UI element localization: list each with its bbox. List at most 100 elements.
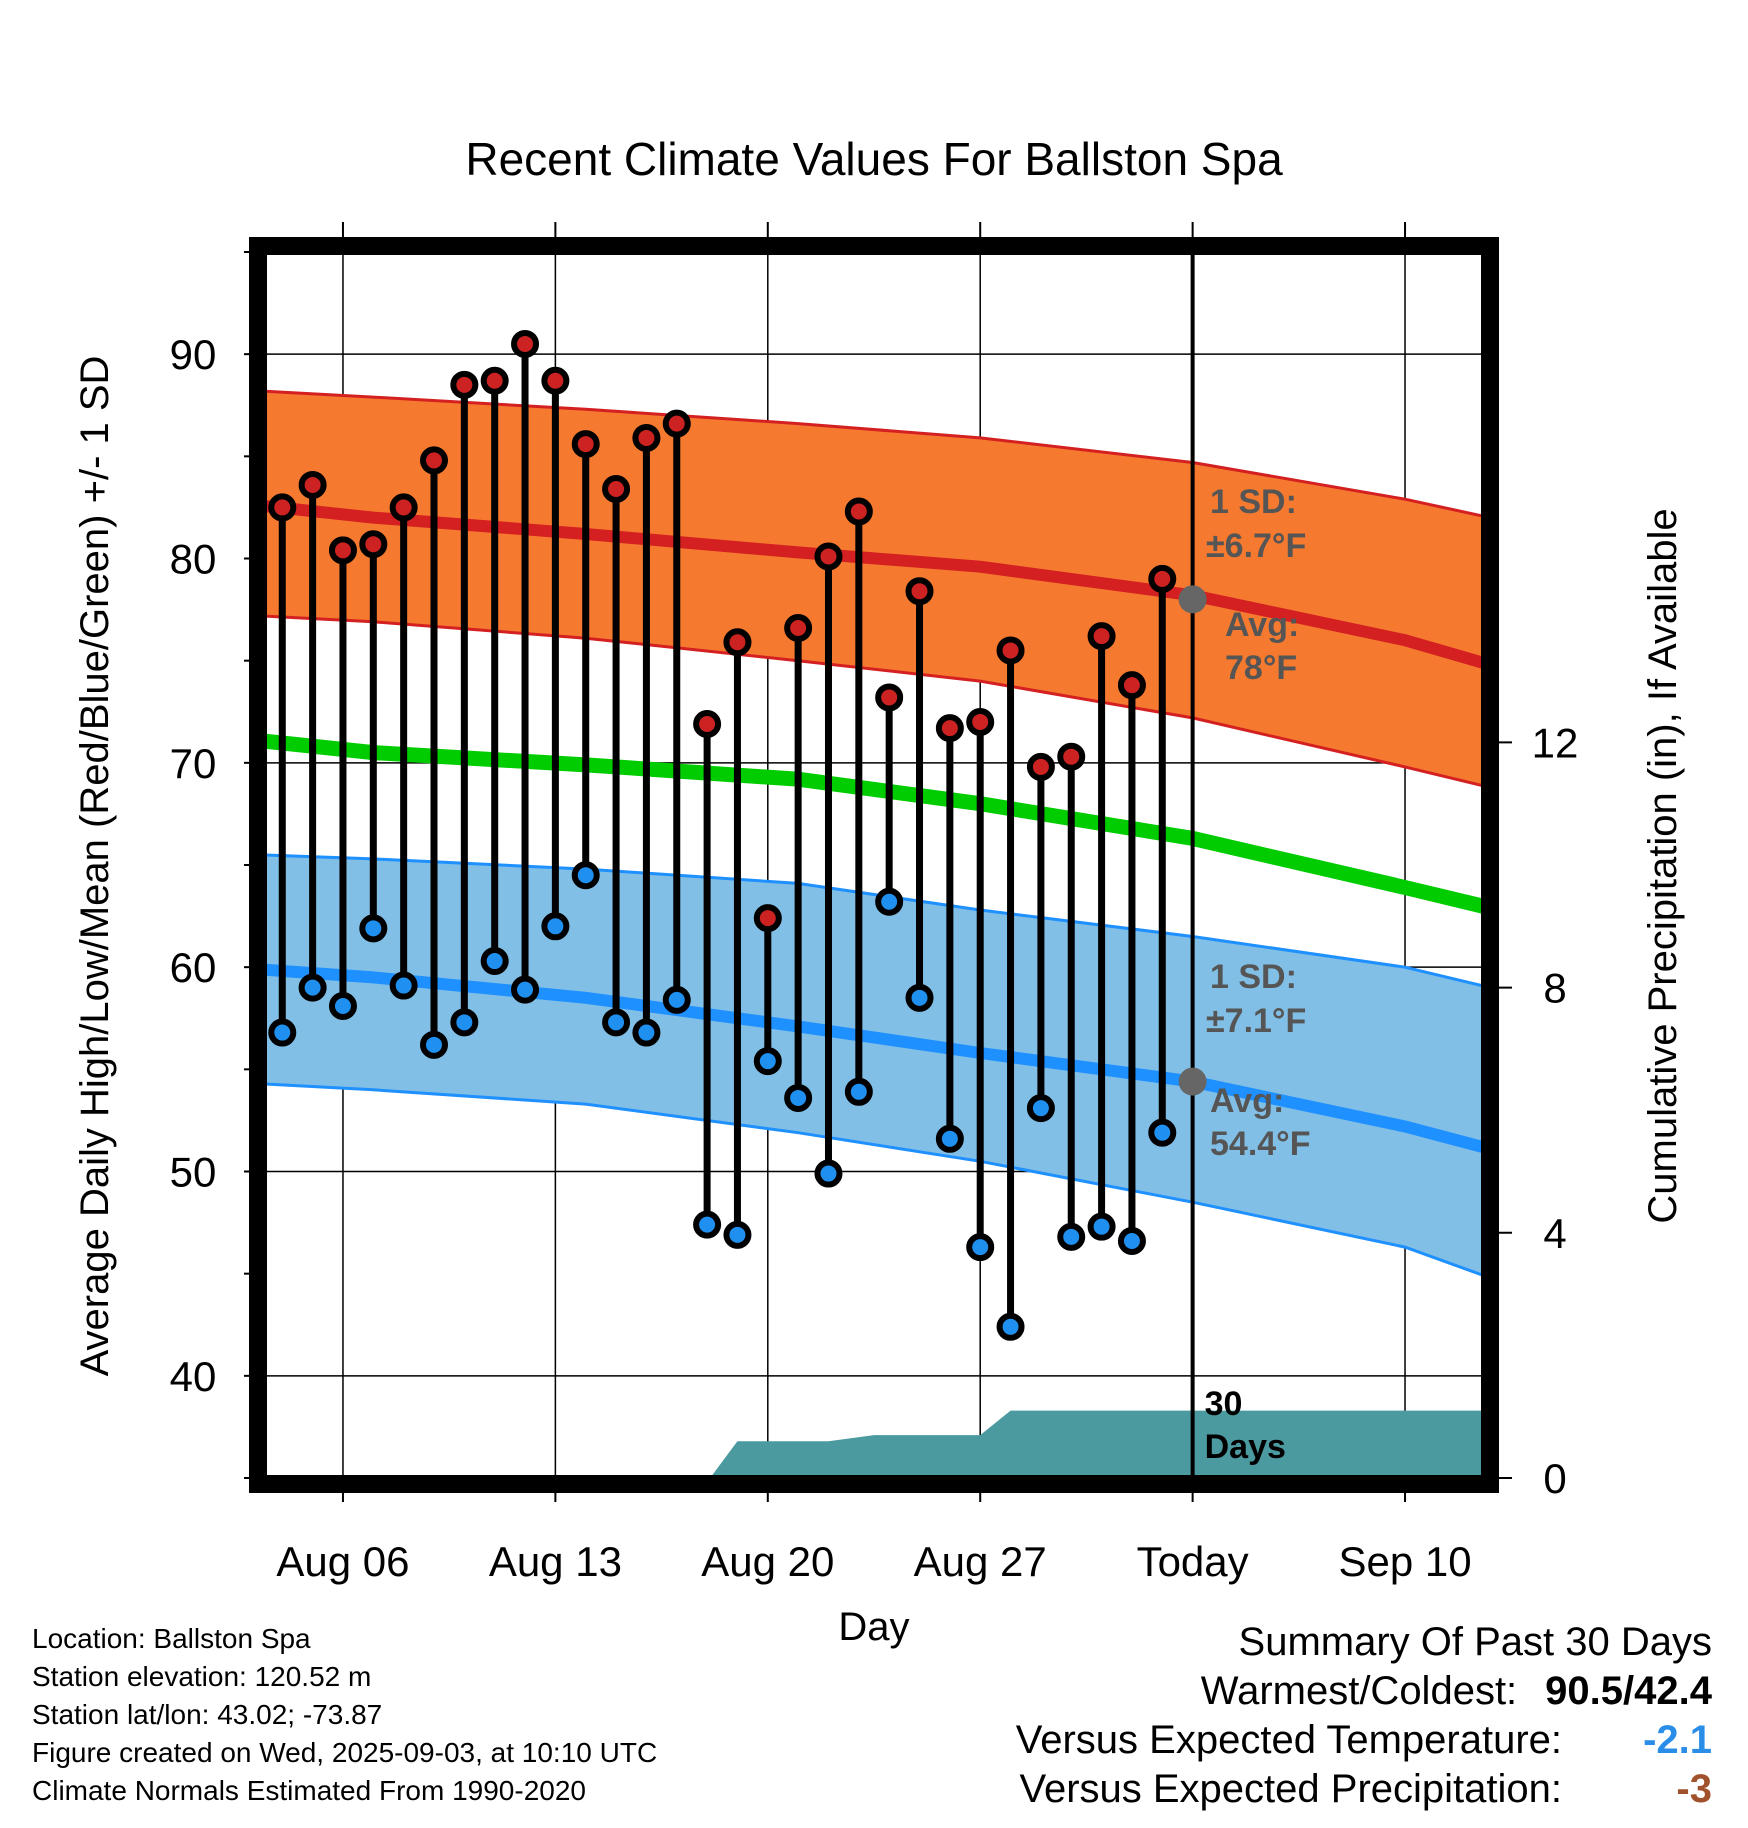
obs-high-dot [602,475,631,504]
created-text: Figure created on Wed, 2025-09-03, at 10… [32,1737,658,1768]
obs-high-dot [328,536,357,565]
y2-tick-label: 4 [1543,1210,1566,1257]
obs-low-dot [1057,1222,1086,1251]
precip-area [258,1410,1490,1478]
y-tick-label: 60 [170,944,217,991]
obs-high-dot [844,497,873,526]
summary-panel: Summary Of Past 30 Days Warmest/Coldest:… [1016,1618,1712,1814]
x-tick-label: Aug 06 [276,1538,409,1585]
obs-low-dot [602,1008,631,1037]
obs-high-dot [1117,671,1146,700]
y-tick-label: 90 [170,331,217,378]
obs-low-dot [905,983,934,1012]
obs-high-dot [359,530,388,559]
obs-high-dot [511,329,540,358]
high-band-lower-edge [258,614,1490,789]
obs-low-dot [784,1083,813,1112]
high-avg-label: Avg: [1225,606,1299,644]
temp-value: -2.1 [1643,1718,1712,1762]
axes: 40 50 60 70 80 90 0 4 8 12 Aug 06 Aug 13 Aug 20 Aug 2… [170,222,1579,1585]
obs-low-dot [935,1124,964,1153]
x-tick-label: Today [1137,1538,1249,1585]
high-sd-label: 1 SD: [1210,483,1297,521]
today-days-count: 30 [1205,1385,1243,1423]
precip-value: -3 [1676,1767,1712,1811]
obs-low-dot [389,971,418,1000]
obs-low-dot [996,1312,1025,1341]
obs-high-dot [632,423,661,452]
y-tick-label: 70 [170,740,217,787]
obs-low-dot [268,1018,297,1047]
station-info: Location: Ballston Spa Station elevation… [32,1620,657,1810]
chart-title: Recent Climate Values For Ballston Spa [465,133,1283,185]
obs-high-dot [298,470,327,499]
obs-high-dot [753,904,782,933]
y2-axis-label: Cumulative Precipitation (in), If Availa… [1641,508,1685,1223]
obs-low-dot [753,1047,782,1076]
obs-high-dot [996,636,1025,665]
temp-label: Versus Expected Temperature: [1015,1718,1562,1762]
precip-row: Versus Expected Precipitation: -3 [1016,1765,1712,1814]
obs-low-dot [1087,1212,1116,1241]
obs-low-dot [571,861,600,890]
obs-high-dot [541,366,570,395]
y2-tick-label: 12 [1532,719,1579,766]
summary-heading: Summary Of Past 30 Days [1238,1620,1712,1664]
obs-high-dot [966,707,995,736]
x-axis-label: Day [838,1605,909,1649]
obs-low-dot [328,991,357,1020]
annotations: 1 SD: ±6.7°F Avg: 78°F 1 SD: ±7.1°F Avg: 54.4°F… [1178,483,1311,1466]
obs-low-dot [632,1018,661,1047]
obs-low-dot [1148,1118,1177,1147]
precip-label: Versus Expected Precipitation: [1019,1767,1562,1811]
obs-low-dot [723,1220,752,1249]
obs-high-dot [1087,622,1116,651]
normals-text: Climate Normals Estimated From 1990-2020 [32,1775,586,1806]
x-tick-label: Aug 27 [914,1538,1047,1585]
obs-low-dot [814,1159,843,1188]
obs-low-dot [875,887,904,916]
y2-tick-label: 0 [1543,1455,1566,1502]
obs-low-dot [541,912,570,941]
elevation-text: Station elevation: 120.52 m [32,1661,372,1692]
obs-high-dot [935,714,964,743]
x-tick-label: Aug 13 [489,1538,622,1585]
low-avg-label: Avg: [1210,1082,1284,1120]
low-sd-label: 1 SD: [1210,958,1297,996]
obs-low-dot [420,1030,448,1059]
plot-frame [249,237,1499,1493]
low-band-lower-edge [258,1082,1490,1280]
x-tick-label: Sep 10 [1338,1538,1471,1585]
high-today-avg-marker [1178,585,1207,614]
y-tick-label: 50 [170,1149,217,1196]
warm-cold-value: 90.5/42.4 [1545,1669,1712,1713]
obs-high-dot [389,493,418,522]
obs-low-dot [844,1077,873,1106]
obs-high-dot [814,542,843,571]
y-tick-label: 80 [170,536,217,583]
obs-low-dot [450,1008,479,1037]
obs-high-dot [571,430,600,459]
obs-high-dot [450,370,479,399]
y-tick-label: 40 [170,1353,217,1400]
obs-high-dot [784,613,813,642]
high-sd-band [258,390,1490,788]
location-text: Location: Ballston Spa [32,1623,311,1654]
obs-high-dot [905,577,934,606]
obs-low-dot [1117,1226,1146,1255]
obs-high-dot [662,409,691,438]
obs-low-dot [298,973,327,1002]
obs-high-dot [420,446,448,475]
high-band-upper-edge [258,389,1490,520]
obs-low-dot [966,1233,995,1262]
warm-cold-row: Warmest/Coldest: 90.5/42.4 [1016,1667,1712,1716]
x-tick-label: Aug 20 [701,1538,834,1585]
latlon-text: Station lat/lon: 43.02; -73.87 [32,1699,383,1730]
temp-row: Versus Expected Temperature: -2.1 [1016,1716,1712,1765]
warm-cold-label: Warmest/Coldest: [1200,1669,1518,1713]
low-avg-value: 54.4°F [1210,1125,1311,1163]
obs-high-dot [1148,564,1177,593]
obs-high-dot [723,628,752,657]
obs-high-dot [693,710,722,739]
y2-tick-label: 8 [1543,965,1566,1012]
